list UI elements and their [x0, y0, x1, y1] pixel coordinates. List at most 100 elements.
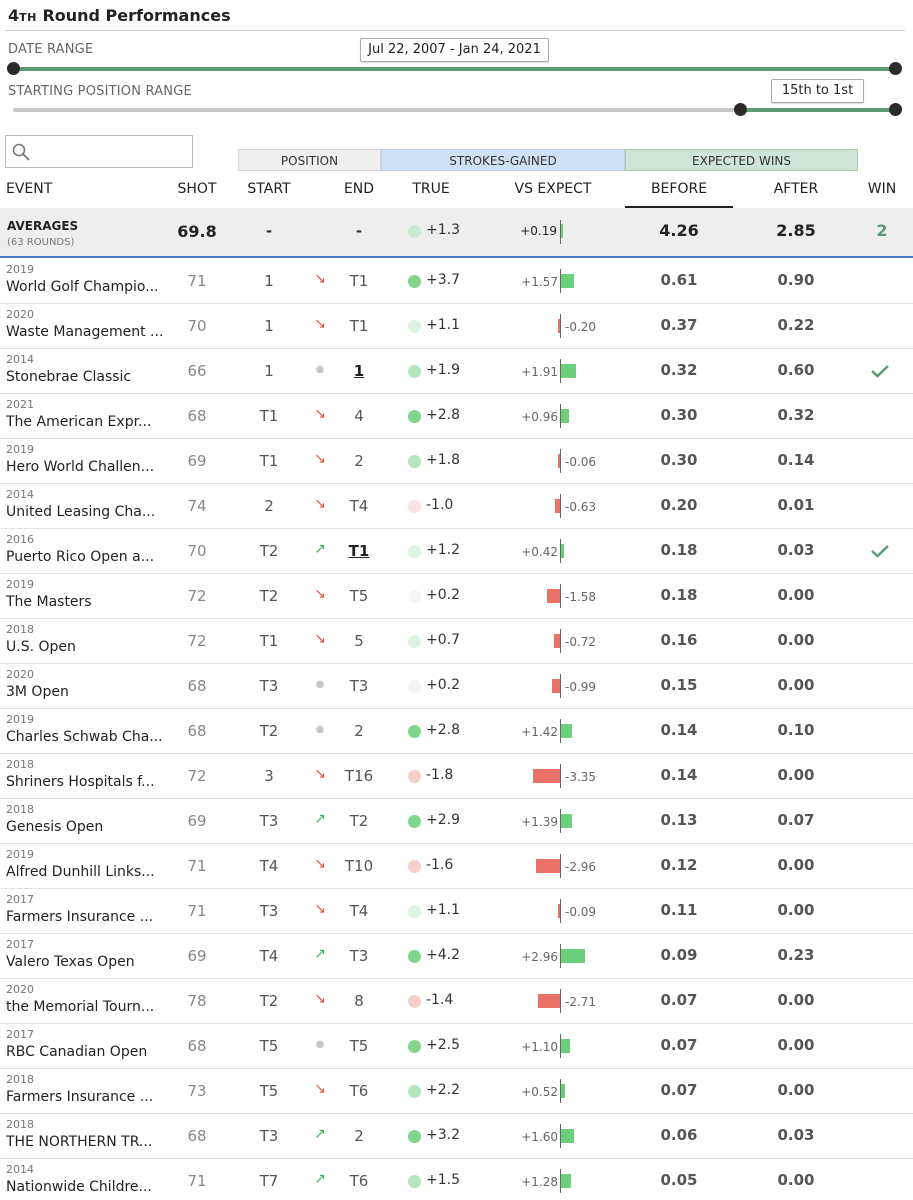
vs-expect-bar — [561, 1174, 572, 1188]
event-name[interactable]: Nationwide Childre... — [6, 1179, 152, 1195]
column-header-true[interactable]: TRUE — [412, 181, 450, 197]
table-row[interactable]: 2018 Shriners Hospitals f... 72 3 ↘ T16 -1.8 -3… — [0, 754, 913, 799]
table-row[interactable]: 2020 3M Open 68 T3 ● T3 +0.2 -0.99 0.15 0.00 — [0, 664, 913, 709]
event-name[interactable]: The Masters — [6, 594, 92, 610]
vs-expect-bar — [554, 499, 560, 513]
win-prob-after: 0.32 — [777, 406, 815, 424]
arrow-down-icon: ↘ — [314, 316, 326, 332]
table-row[interactable]: 2017 Valero Texas Open 69 T4 ↗ T3 +4.2 +2.96 0.0… — [0, 934, 913, 979]
event-year: 2019 — [6, 848, 34, 861]
table-row[interactable]: 2018 THE NORTHERN TR... 68 T3 ↗ 2 +3.2 +1.60 0.0… — [0, 1114, 913, 1159]
event-year: 2019 — [6, 578, 34, 591]
event-name[interactable]: Genesis Open — [6, 819, 104, 835]
true-sg-value: +4.2 — [426, 947, 460, 963]
averages-true-dot — [408, 225, 421, 238]
arrow-down-icon: ↘ — [314, 451, 326, 467]
table-row[interactable]: 2017 RBC Canadian Open 68 T5 ● T5 +2.5 +1.10 0.0… — [0, 1024, 913, 1069]
true-sg-dot — [408, 860, 421, 873]
arrow-down-icon: ↘ — [314, 631, 326, 647]
vs-expect-value: +0.96 — [521, 410, 558, 424]
event-name[interactable]: the Memorial Tourn... — [6, 999, 155, 1015]
event-name[interactable]: Farmers Insurance ... — [6, 1089, 154, 1105]
averages-true: +1.3 — [426, 222, 460, 238]
event-name[interactable]: Shriners Hospitals f... — [6, 774, 155, 790]
table-row[interactable]: 2021 The American Expr... 68 T1 ↘ 4 +2.8 +0.96 0… — [0, 394, 913, 439]
search-field[interactable] — [5, 135, 193, 168]
event-name[interactable]: Farmers Insurance ... — [6, 909, 154, 925]
table-row[interactable]: 2019 The Masters 72 T2 ↘ T5 +0.2 -1.58 0.18 0.00 — [0, 574, 913, 619]
event-name[interactable]: RBC Canadian Open — [6, 1044, 148, 1060]
end-position: 4 — [354, 407, 364, 425]
table-row[interactable]: 2020 Waste Management ... 70 1 ↘ T1 +1.1 -0.20 0… — [0, 304, 913, 349]
event-name[interactable]: Valero Texas Open — [6, 954, 135, 970]
event-name[interactable]: Puerto Rico Open a... — [6, 549, 155, 565]
event-name[interactable]: Hero World Challen... — [6, 459, 155, 475]
arrow-down-icon: ↘ — [314, 856, 326, 872]
true-sg-value: +2.2 — [426, 1082, 460, 1098]
event-name[interactable]: Charles Schwab Cha... — [6, 729, 163, 745]
end-position: T4 — [349, 902, 369, 920]
vs-expect-axis — [560, 809, 561, 833]
table-row[interactable]: 2016 Puerto Rico Open a... 70 T2 ↗ T1 +1.2 +0.4… — [0, 529, 913, 574]
vs-expect-bar — [561, 274, 574, 288]
true-sg-value: -1.0 — [426, 497, 454, 513]
table-row[interactable]: 2014 Nationwide Childre... 71 T7 ↗ T6 +1.5 +1.2… — [0, 1159, 913, 1200]
table-row[interactable]: 2020 the Memorial Tourn... 78 T2 ↘ 8 -1.4 -2.71… — [0, 979, 913, 1024]
vs-expect-value: +1.39 — [521, 815, 558, 829]
position-range-end-handle[interactable] — [889, 103, 902, 116]
column-header-win[interactable]: WIN — [867, 181, 897, 197]
event-name[interactable]: 3M Open — [6, 684, 69, 700]
win-prob-after: 0.00 — [777, 856, 815, 874]
averages-end: - — [355, 222, 363, 240]
end-position: T2 — [349, 812, 369, 830]
table-row[interactable]: 2018 U.S. Open 72 T1 ↘ 5 +0.7 -0.72 0.16 0.00 — [0, 619, 913, 664]
table-row[interactable]: 2018 Farmers Insurance ... 73 T5 ↘ T6 +2.2 +0.5… — [0, 1069, 913, 1114]
position-range-start-handle[interactable] — [734, 103, 747, 116]
position-range-track[interactable] — [13, 108, 895, 112]
table-row[interactable]: 2017 Farmers Insurance ... 71 T3 ↘ T4 +1.1 -0.0… — [0, 889, 913, 934]
date-range-end-handle[interactable] — [889, 62, 902, 75]
win-prob-before: 0.18 — [660, 541, 698, 559]
event-year: 2014 — [6, 1163, 34, 1176]
event-name[interactable]: The American Expr... — [6, 414, 152, 430]
table-row[interactable]: 2019 Hero World Challen... 69 T1 ↘ 2 +1.8 -0.06… — [0, 439, 913, 484]
vs-expect-value: -0.99 — [565, 680, 597, 694]
arrow-down-icon: ↘ — [314, 991, 326, 1007]
event-name[interactable]: World Golf Champio... — [6, 279, 159, 295]
start-position: T3 — [259, 812, 279, 830]
vs-expect-axis — [560, 494, 561, 518]
table-row[interactable]: 2019 World Golf Champio... 71 1 ↘ T1 +3.7 +1.57… — [0, 259, 913, 304]
start-position: T1 — [259, 452, 279, 470]
event-name[interactable]: Waste Management ... — [6, 324, 164, 340]
win-prob-after: 0.01 — [777, 496, 815, 514]
vs-expect-bar — [554, 634, 560, 648]
search-input[interactable] — [6, 136, 192, 167]
vs-expect-axis — [560, 359, 561, 383]
event-name[interactable]: U.S. Open — [6, 639, 76, 655]
table-row[interactable]: 2018 Genesis Open 69 T3 ↗ T2 +2.9 +1.39 0.13 0.07 — [0, 799, 913, 844]
true-sg-value: +3.7 — [426, 272, 460, 288]
shot-value: 71 — [187, 902, 207, 920]
column-header-end[interactable]: END — [343, 181, 375, 197]
win-prob-before: 0.37 — [660, 316, 698, 334]
table-row[interactable]: 2019 Charles Schwab Cha... 68 T2 ● 2 +2.8 +1.42… — [0, 709, 913, 754]
table-row[interactable]: 2014 United Leasing Cha... 74 2 ↘ T4 -1.0 -0.63… — [0, 484, 913, 529]
column-header-event[interactable]: EVENT — [6, 181, 53, 197]
table-row[interactable]: 2019 Alfred Dunhill Links... 71 T4 ↘ T10 -1.6 -… — [0, 844, 913, 889]
column-header-vs-expect[interactable]: VS EXPECT — [514, 181, 592, 197]
column-header-before[interactable]: BEFORE — [650, 181, 708, 197]
event-name[interactable]: Alfred Dunhill Links... — [6, 864, 155, 880]
check-icon — [871, 365, 889, 378]
event-name[interactable]: Stonebrae Classic — [6, 369, 132, 385]
vs-expect-bar — [561, 814, 573, 828]
end-position: T16 — [344, 767, 374, 785]
event-name[interactable]: United Leasing Cha... — [6, 504, 156, 520]
event-name[interactable]: THE NORTHERN TR... — [6, 1134, 153, 1150]
start-position: T1 — [259, 632, 279, 650]
table-row[interactable]: 2014 Stonebrae Classic 66 1 ● 1 +1.9 +1.91 0.32 0… — [0, 349, 913, 394]
column-header-after[interactable]: AFTER — [773, 181, 819, 197]
column-header-shot[interactable]: SHOT — [177, 181, 217, 197]
date-range-start-handle[interactable] — [7, 62, 20, 75]
position-range-fill — [740, 108, 895, 112]
column-header-start[interactable]: START — [247, 181, 291, 197]
